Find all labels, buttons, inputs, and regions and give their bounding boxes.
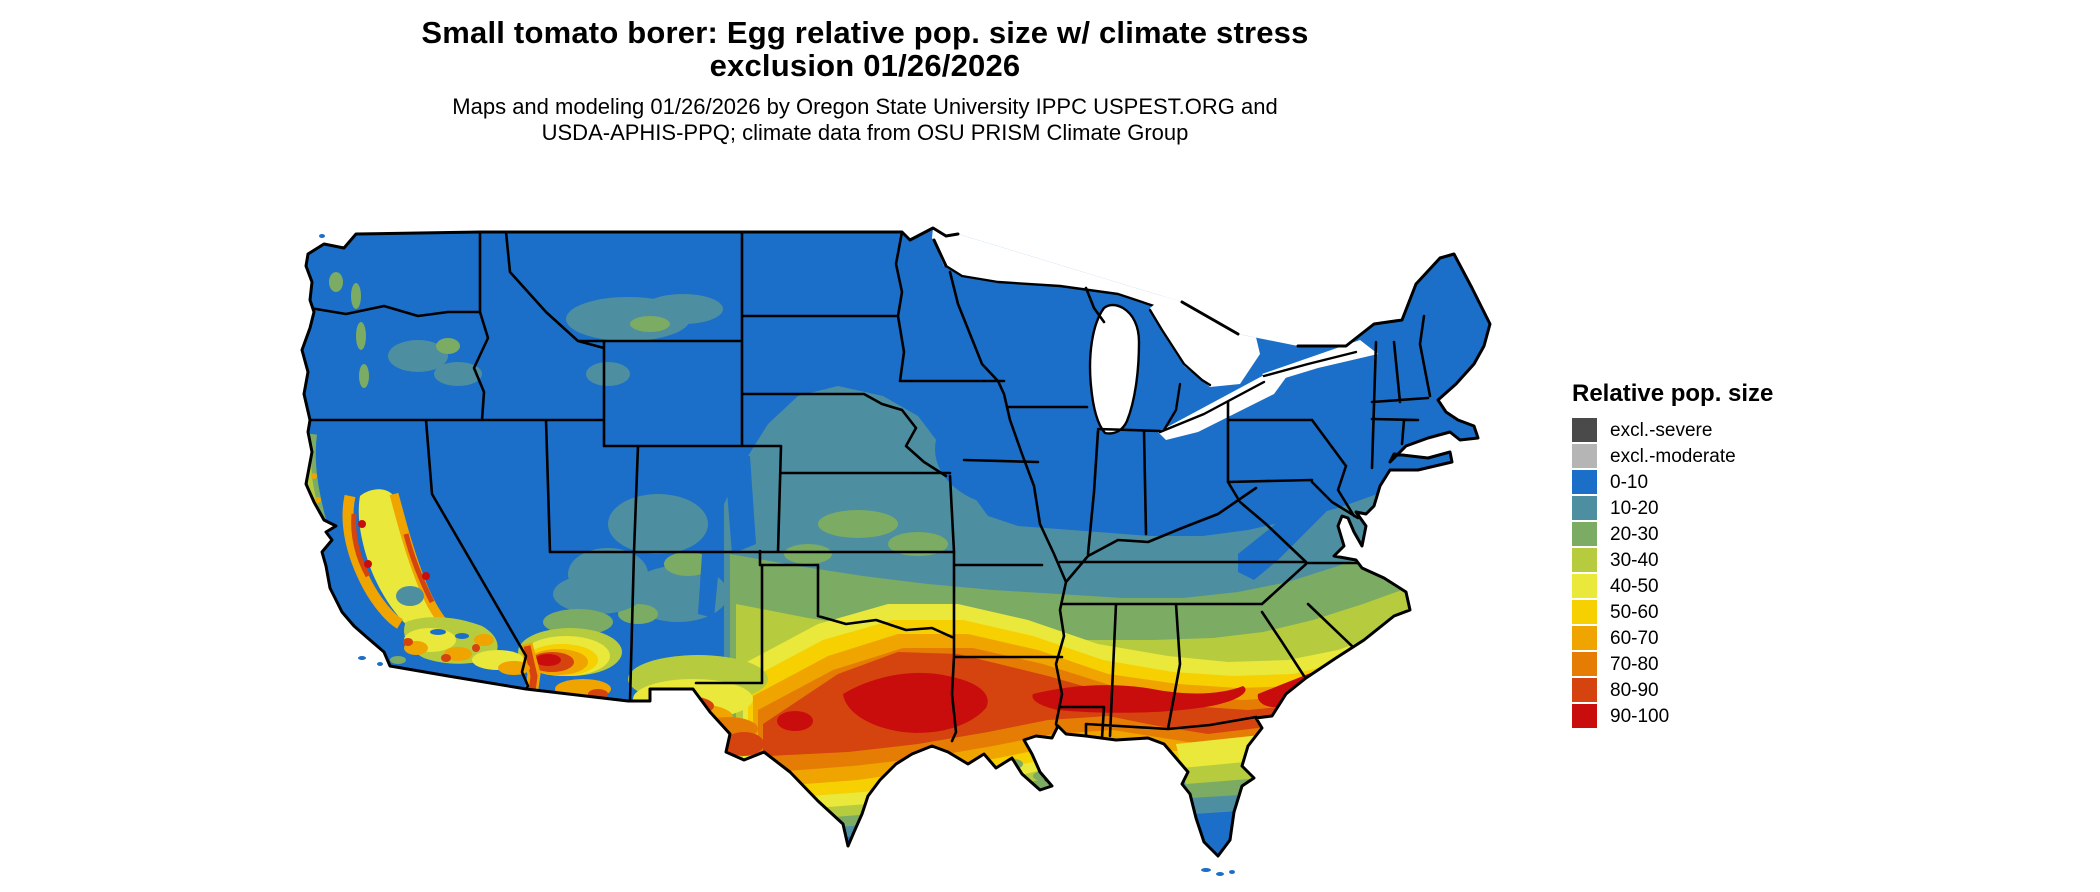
legend-swatch-0-10 [1572,470,1597,494]
legend-title: Relative pop. size [1572,380,1774,407]
legend-swatch-50-60 [1572,600,1597,624]
islands [319,234,1235,876]
legend-swatch-60-70 [1572,626,1597,650]
legend-item-label: 10-20 [1610,497,1659,519]
spacer [250,82,1480,94]
legend-swatch-40-50 [1572,574,1597,598]
legend-swatch-30-40 [1572,548,1597,572]
legend-swatch-80-90 [1572,678,1597,702]
legend-item-label: 30-40 [1610,549,1659,571]
map-raster [302,228,1490,856]
us-map-svg [300,226,1492,876]
map-title-line1: Small tomato borer: Egg relative pop. si… [421,15,1309,50]
legend-item-label: excl.-moderate [1610,445,1736,467]
legend-item-label: 60-70 [1610,627,1659,649]
legend-swatch-excl-moderate [1572,444,1597,468]
map-title-line2: exclusion 01/26/2026 [709,48,1021,83]
legend-item: 50-60 [1572,599,1773,625]
legend-swatch-90-100 [1572,704,1597,728]
state-borders [306,230,1432,782]
legend-item-label: 50-60 [1610,601,1659,623]
legend-item-label: 20-30 [1610,523,1659,545]
legend-item: 40-50 [1572,573,1773,599]
mountain-blue [698,454,1348,618]
legend-item-label: 0-10 [1610,471,1649,493]
legend-swatch-20-30 [1572,522,1597,546]
legend-item: excl.-severe [1572,417,1773,443]
legend-item: 80-90 [1572,677,1773,703]
legend-swatch-70-80 [1572,652,1597,676]
us-map [298,224,1494,880]
legend-item-label: 90-100 [1610,705,1670,727]
legend: Relative pop. size excl.-severe excl.-mo… [1572,380,1773,729]
legend-item: 30-40 [1572,547,1773,573]
legend-swatch-10-20 [1572,496,1597,520]
legend-item-label: 80-90 [1610,679,1659,701]
legend-item-label: 40-50 [1610,575,1659,597]
us-outline [300,226,1492,858]
legend-item: 90-100 [1572,703,1773,729]
map-subtitle-line1: Maps and modeling 01/26/2026 by Oregon S… [452,94,1278,119]
map-subtitle-line2: USDA-APHIS-PPQ; climate data from OSU PR… [541,120,1189,145]
legend-item-label: 70-80 [1610,653,1659,675]
legend-item: 10-20 [1572,495,1773,521]
lake-erie [1158,372,1290,440]
legend-item: 20-30 [1572,521,1773,547]
lake-michigan [1090,305,1139,434]
legend-item: excl.-moderate [1572,443,1773,469]
header: Small tomato borer: Egg relative pop. si… [250,16,1480,146]
legend-swatch-excl-severe [1572,418,1597,442]
legend-item: 70-80 [1572,651,1773,677]
legend-item: 60-70 [1572,625,1773,651]
legend-item: 0-10 [1572,469,1773,495]
legend-item-label: excl.-severe [1610,419,1713,441]
